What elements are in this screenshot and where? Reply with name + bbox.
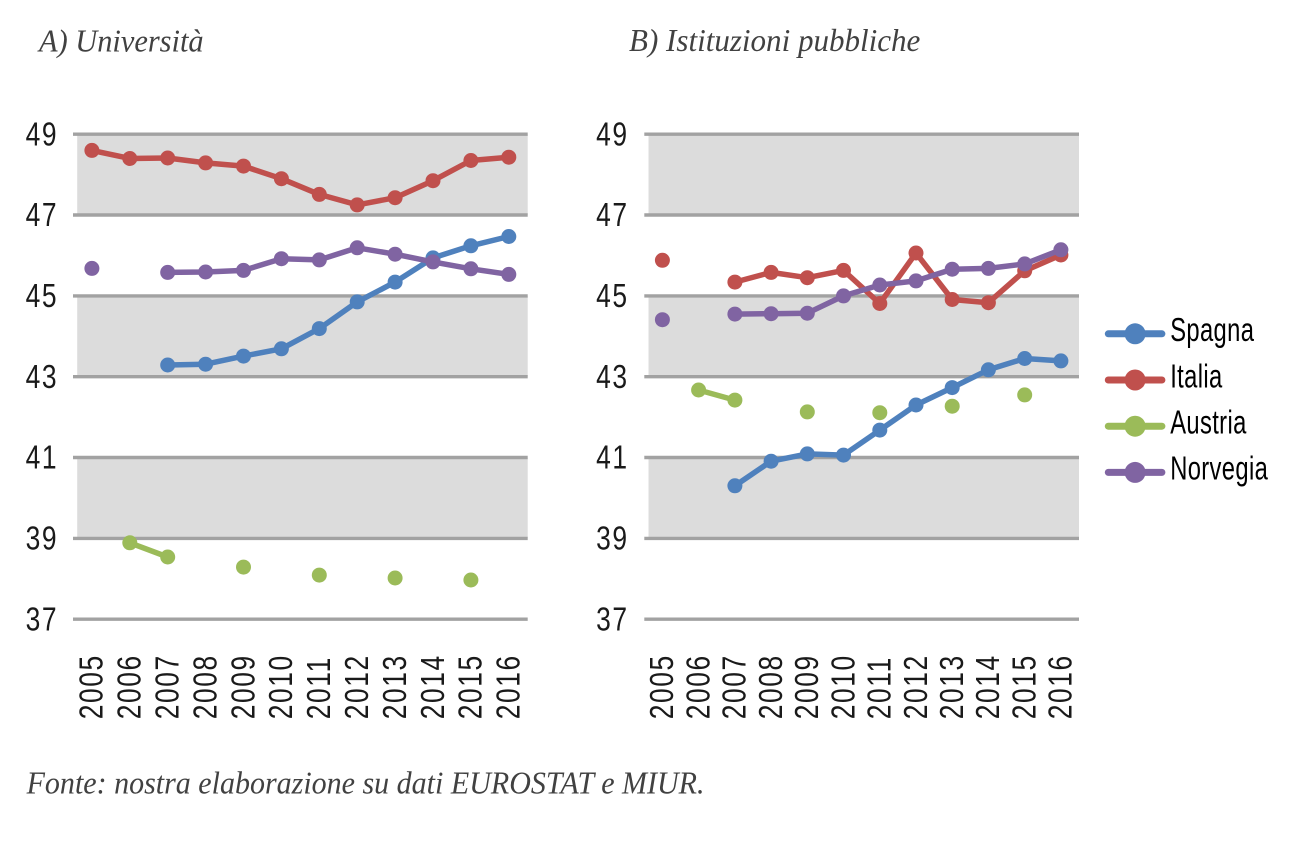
svg-text:2007: 2007 — [717, 654, 753, 719]
svg-text:2007: 2007 — [150, 654, 186, 719]
svg-text:2015: 2015 — [1007, 654, 1043, 719]
svg-text:2008: 2008 — [188, 654, 224, 719]
svg-text:2009: 2009 — [226, 654, 262, 719]
svg-text:2015: 2015 — [453, 654, 489, 719]
svg-text:43: 43 — [26, 359, 59, 395]
svg-text:2010: 2010 — [826, 654, 862, 719]
svg-text:37: 37 — [596, 602, 629, 638]
svg-text:2013: 2013 — [934, 654, 970, 719]
svg-text:2008: 2008 — [753, 654, 789, 719]
svg-text:Norvegia: Norvegia — [1170, 451, 1268, 488]
svg-text:2016: 2016 — [491, 654, 527, 719]
svg-text:2016: 2016 — [1043, 654, 1079, 719]
svg-text:2009: 2009 — [789, 654, 825, 719]
svg-text:2012: 2012 — [898, 654, 934, 719]
svg-text:2006: 2006 — [681, 654, 717, 719]
svg-text:Fonte: nostra elaborazione su: Fonte: nostra elaborazione su dati EUROS… — [26, 765, 705, 801]
svg-text:47: 47 — [26, 197, 59, 233]
svg-text:Austria: Austria — [1170, 405, 1246, 442]
svg-text:37: 37 — [26, 602, 59, 638]
svg-text:2011: 2011 — [301, 656, 337, 719]
svg-text:2014: 2014 — [970, 654, 1006, 719]
svg-text:41: 41 — [596, 440, 629, 476]
svg-text:2013: 2013 — [377, 654, 413, 719]
svg-text:41: 41 — [26, 440, 59, 476]
svg-text:Spagna: Spagna — [1170, 312, 1254, 349]
svg-text:47: 47 — [596, 197, 629, 233]
svg-text:2005: 2005 — [74, 654, 110, 719]
svg-text:43: 43 — [596, 359, 629, 395]
svg-text:39: 39 — [596, 521, 629, 557]
svg-text:2005: 2005 — [644, 654, 680, 719]
svg-text:B) Istituzioni pubbliche: B) Istituzioni pubbliche — [629, 23, 920, 59]
svg-text:45: 45 — [26, 278, 59, 314]
svg-text:45: 45 — [596, 278, 629, 314]
svg-text:49: 49 — [596, 117, 629, 153]
svg-text:Italia: Italia — [1170, 359, 1222, 396]
svg-text:2014: 2014 — [415, 654, 451, 719]
svg-text:2010: 2010 — [263, 654, 299, 719]
svg-text:2006: 2006 — [112, 654, 148, 719]
svg-text:49: 49 — [26, 117, 59, 153]
svg-text:2011: 2011 — [862, 656, 898, 719]
svg-text:2012: 2012 — [339, 654, 375, 719]
svg-text:39: 39 — [26, 521, 59, 557]
svg-text:A) Università: A) Università — [37, 23, 204, 59]
